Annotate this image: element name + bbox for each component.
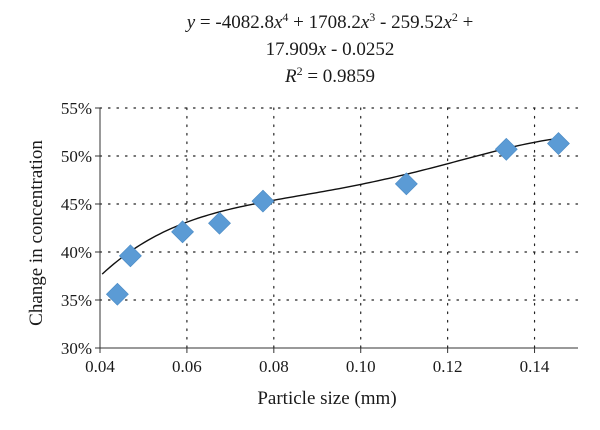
eq-power-3: 3 xyxy=(369,10,376,24)
x-tick-label: 0.14 xyxy=(520,357,550,376)
eq-r-power: 2 xyxy=(296,64,303,78)
eq-x-symbol: x xyxy=(443,12,452,33)
points-layer xyxy=(105,132,570,306)
eq-x-symbol: x xyxy=(273,12,283,33)
eq-r-symbol: R xyxy=(284,66,297,87)
y-axis-title: Change in concentration xyxy=(26,140,47,326)
data-point-diamond xyxy=(394,172,418,196)
trendline-curve xyxy=(101,137,561,275)
data-point-diamond xyxy=(118,244,142,268)
eq-coef-0: - 0.0252 xyxy=(326,39,395,60)
eq-power-4: 4 xyxy=(282,10,289,24)
y-tick-label: 35% xyxy=(61,291,92,310)
eq-coef-2: - 259.52 xyxy=(375,12,444,33)
data-point-diamond xyxy=(251,189,275,213)
x-tick-label: 0.10 xyxy=(346,357,376,376)
trendline-equation-line-1: y = -4082.8x4 + 1708.2x3 - 259.52x2 + xyxy=(0,10,600,34)
x-tick-label: 0.06 xyxy=(172,357,202,376)
data-point-diamond xyxy=(547,132,570,155)
eq-x-symbol: x xyxy=(360,12,370,33)
data-point-diamond xyxy=(171,220,194,244)
axes-layer xyxy=(95,107,578,353)
x-axis-title: Particle size (mm) xyxy=(257,388,396,409)
eq-coef-1: 17.909 xyxy=(265,39,318,60)
eq-power-2: 2 xyxy=(451,10,458,24)
eq-r-value: = 0.9859 xyxy=(302,66,376,87)
y-tick-label: 45% xyxy=(61,195,92,214)
eq-coef-4: = -4082.8 xyxy=(195,12,274,33)
x-tick-label: 0.04 xyxy=(85,357,115,376)
x-tick-label: 0.12 xyxy=(433,357,463,376)
eq-x-symbol: x xyxy=(317,39,327,60)
y-tick-label: 30% xyxy=(61,339,92,358)
y-tick-label: 55% xyxy=(61,99,92,118)
trendline-layer xyxy=(101,137,561,275)
eq-tail: + xyxy=(457,12,474,33)
eq-coef-3: + 1708.2 xyxy=(288,12,361,33)
y-tick-label: 40% xyxy=(61,243,92,262)
data-point-diamond xyxy=(494,137,518,161)
x-tick-label: 0.08 xyxy=(259,357,289,376)
y-tick-label: 50% xyxy=(61,147,92,166)
r-squared-label: R2 = 0.9859 xyxy=(0,64,600,88)
data-point-diamond xyxy=(105,282,129,306)
data-point-diamond xyxy=(208,211,231,235)
eq-y-symbol: y xyxy=(186,12,196,33)
trendline-equation-line-2: 17.909x - 0.0252 xyxy=(0,39,600,61)
tick-labels-layer: 30% 35% 40% 45% 50% 55% 0.04 0.06 0.08 0.10 0.12 0.… xyxy=(61,99,550,376)
